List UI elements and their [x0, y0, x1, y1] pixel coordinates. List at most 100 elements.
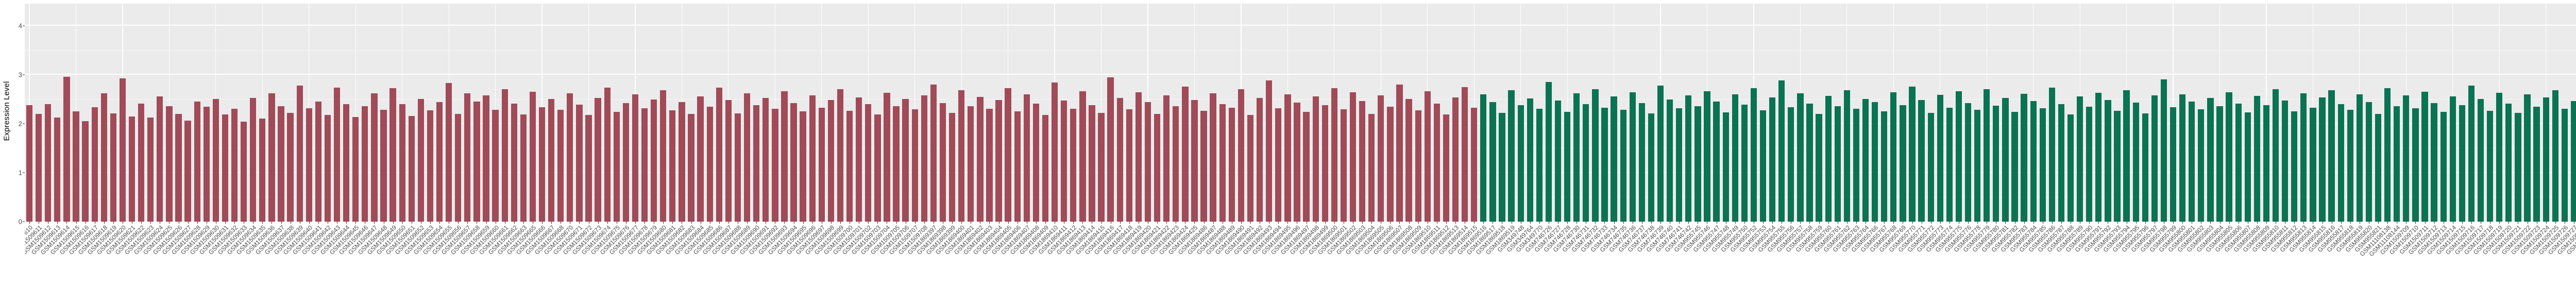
bar[interactable]: [1135, 92, 1142, 222]
bar[interactable]: [2328, 90, 2335, 222]
bar[interactable]: [2477, 99, 2484, 222]
bar[interactable]: [35, 113, 42, 222]
bar[interactable]: [240, 122, 247, 222]
bar[interactable]: [2421, 92, 2428, 222]
bar[interactable]: [1144, 102, 1151, 222]
bar[interactable]: [1443, 114, 1450, 222]
bar[interactable]: [1704, 91, 1710, 222]
bar[interactable]: [660, 90, 667, 222]
bar[interactable]: [184, 121, 191, 222]
bar[interactable]: [538, 107, 546, 222]
bar[interactable]: [2235, 103, 2242, 222]
bar[interactable]: [2459, 105, 2466, 222]
bar[interactable]: [1163, 95, 1170, 222]
bar[interactable]: [1900, 105, 1906, 222]
bar[interactable]: [734, 113, 741, 222]
bar[interactable]: [2431, 103, 2437, 222]
bar[interactable]: [287, 112, 294, 222]
bar[interactable]: [977, 96, 984, 222]
bar[interactable]: [800, 111, 806, 222]
bar[interactable]: [893, 106, 900, 222]
bar[interactable]: [1527, 98, 1533, 222]
bar[interactable]: [1312, 96, 1319, 222]
bar[interactable]: [1433, 103, 1440, 222]
bar[interactable]: [2189, 102, 2195, 222]
bar[interactable]: [958, 90, 965, 222]
bar[interactable]: [315, 102, 322, 222]
bar[interactable]: [902, 99, 909, 222]
bar[interactable]: [2216, 106, 2223, 222]
bar[interactable]: [511, 103, 517, 222]
bar[interactable]: [2086, 106, 2093, 222]
bar[interactable]: [622, 103, 630, 222]
bar[interactable]: [1993, 105, 1999, 222]
bar[interactable]: [2394, 106, 2400, 222]
bar[interactable]: [1340, 109, 1347, 222]
bar[interactable]: [1694, 106, 1701, 222]
bar[interactable]: [948, 112, 956, 222]
bar[interactable]: [1778, 80, 1785, 222]
bar[interactable]: [1648, 113, 1655, 222]
bar[interactable]: [250, 98, 257, 222]
bar[interactable]: [1303, 112, 1310, 222]
bar[interactable]: [63, 76, 70, 222]
bar[interactable]: [1797, 93, 1804, 222]
bar[interactable]: [2375, 113, 2382, 222]
bar[interactable]: [1368, 113, 1375, 222]
bar[interactable]: [1154, 113, 1161, 222]
bar[interactable]: [1890, 92, 1897, 222]
bar[interactable]: [1713, 102, 1720, 222]
bar[interactable]: [1666, 99, 1673, 222]
bar[interactable]: [1331, 88, 1337, 222]
bar[interactable]: [1042, 114, 1049, 222]
bar[interactable]: [1909, 86, 1916, 222]
bar[interactable]: [1089, 105, 1095, 222]
bar[interactable]: [2347, 110, 2353, 222]
bar[interactable]: [1620, 110, 1626, 222]
bar[interactable]: [73, 111, 79, 222]
bar[interactable]: [380, 110, 387, 222]
bar[interactable]: [1984, 89, 1990, 222]
bar[interactable]: [762, 98, 769, 222]
bar[interactable]: [1005, 88, 1011, 222]
bar[interactable]: [2226, 92, 2232, 222]
bar[interactable]: [2021, 93, 2027, 222]
bar[interactable]: [930, 84, 937, 222]
bar[interactable]: [1583, 104, 1589, 222]
bar[interactable]: [1452, 97, 1459, 222]
bar[interactable]: [2207, 98, 2214, 222]
bar[interactable]: [604, 87, 611, 222]
bar[interactable]: [1070, 109, 1077, 222]
bar[interactable]: [576, 104, 583, 222]
bar[interactable]: [175, 113, 182, 222]
bar[interactable]: [1079, 91, 1086, 222]
bar[interactable]: [2105, 100, 2111, 222]
bar[interactable]: [1946, 107, 1953, 222]
bar[interactable]: [91, 107, 98, 222]
bar[interactable]: [1871, 102, 1878, 222]
bar[interactable]: [128, 116, 135, 222]
bar[interactable]: [483, 95, 489, 222]
bar[interactable]: [995, 100, 1002, 222]
bar[interactable]: [2253, 95, 2261, 222]
bar[interactable]: [1023, 94, 1030, 222]
bar[interactable]: [333, 87, 341, 222]
bar[interactable]: [921, 95, 927, 222]
bar[interactable]: [911, 109, 918, 222]
bar[interactable]: [1471, 108, 1478, 222]
bar[interactable]: [2048, 87, 2056, 222]
bar[interactable]: [939, 103, 946, 222]
bar[interactable]: [1834, 106, 1841, 222]
bar[interactable]: [268, 93, 275, 222]
bar[interactable]: [874, 114, 881, 222]
bar[interactable]: [296, 85, 303, 222]
bar[interactable]: [595, 98, 601, 222]
bar[interactable]: [1051, 82, 1058, 222]
bar[interactable]: [772, 109, 778, 222]
bar[interactable]: [2356, 94, 2363, 222]
bar[interactable]: [809, 95, 816, 222]
bar[interactable]: [1247, 114, 1254, 222]
bar[interactable]: [1564, 112, 1571, 222]
bar[interactable]: [464, 93, 471, 222]
bar[interactable]: [82, 121, 89, 222]
